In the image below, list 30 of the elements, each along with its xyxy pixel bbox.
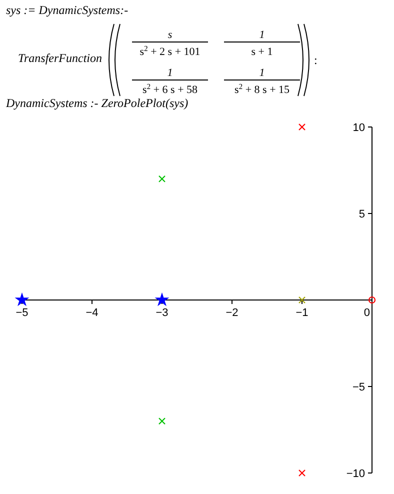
- x-tick-label: −4: [86, 307, 98, 319]
- text: :: [314, 53, 318, 67]
- text: TransferFunction: [18, 51, 102, 65]
- x-tick-label: −5: [16, 307, 28, 319]
- text: 1: [259, 67, 265, 79]
- text: 1: [259, 29, 265, 41]
- point: [16, 294, 28, 306]
- text: s + 1: [251, 46, 273, 58]
- point: [298, 469, 306, 477]
- point: [368, 296, 376, 304]
- x-tick-label: −3: [156, 307, 168, 319]
- chart-title: DynamicSystems :- ZeroPolePlot(sys): [5, 96, 188, 110]
- text: s$^{2}$ + 6 s + 58: [142, 82, 198, 96]
- text: s$^{2}$ + 2 s + 101: [140, 44, 200, 58]
- point: [156, 294, 168, 306]
- x-tick-label: −2: [226, 307, 238, 319]
- y-tick-label: 5: [358, 208, 365, 220]
- text: 1: [167, 67, 173, 79]
- y-tick-label: −5: [352, 382, 365, 394]
- x-tick-label: 0: [364, 307, 370, 319]
- y-tick-label: −10: [346, 468, 365, 480]
- point: [298, 296, 306, 304]
- point: [158, 175, 166, 182]
- point: [298, 123, 306, 131]
- text: sys := DynamicSystems:-: [6, 3, 128, 17]
- y-tick-label: 10: [352, 122, 365, 134]
- text: s: [168, 29, 172, 41]
- point: [158, 418, 166, 425]
- x-tick-label: −1: [296, 307, 308, 319]
- text: s$^{2}$ + 8 s + 15: [234, 82, 290, 96]
